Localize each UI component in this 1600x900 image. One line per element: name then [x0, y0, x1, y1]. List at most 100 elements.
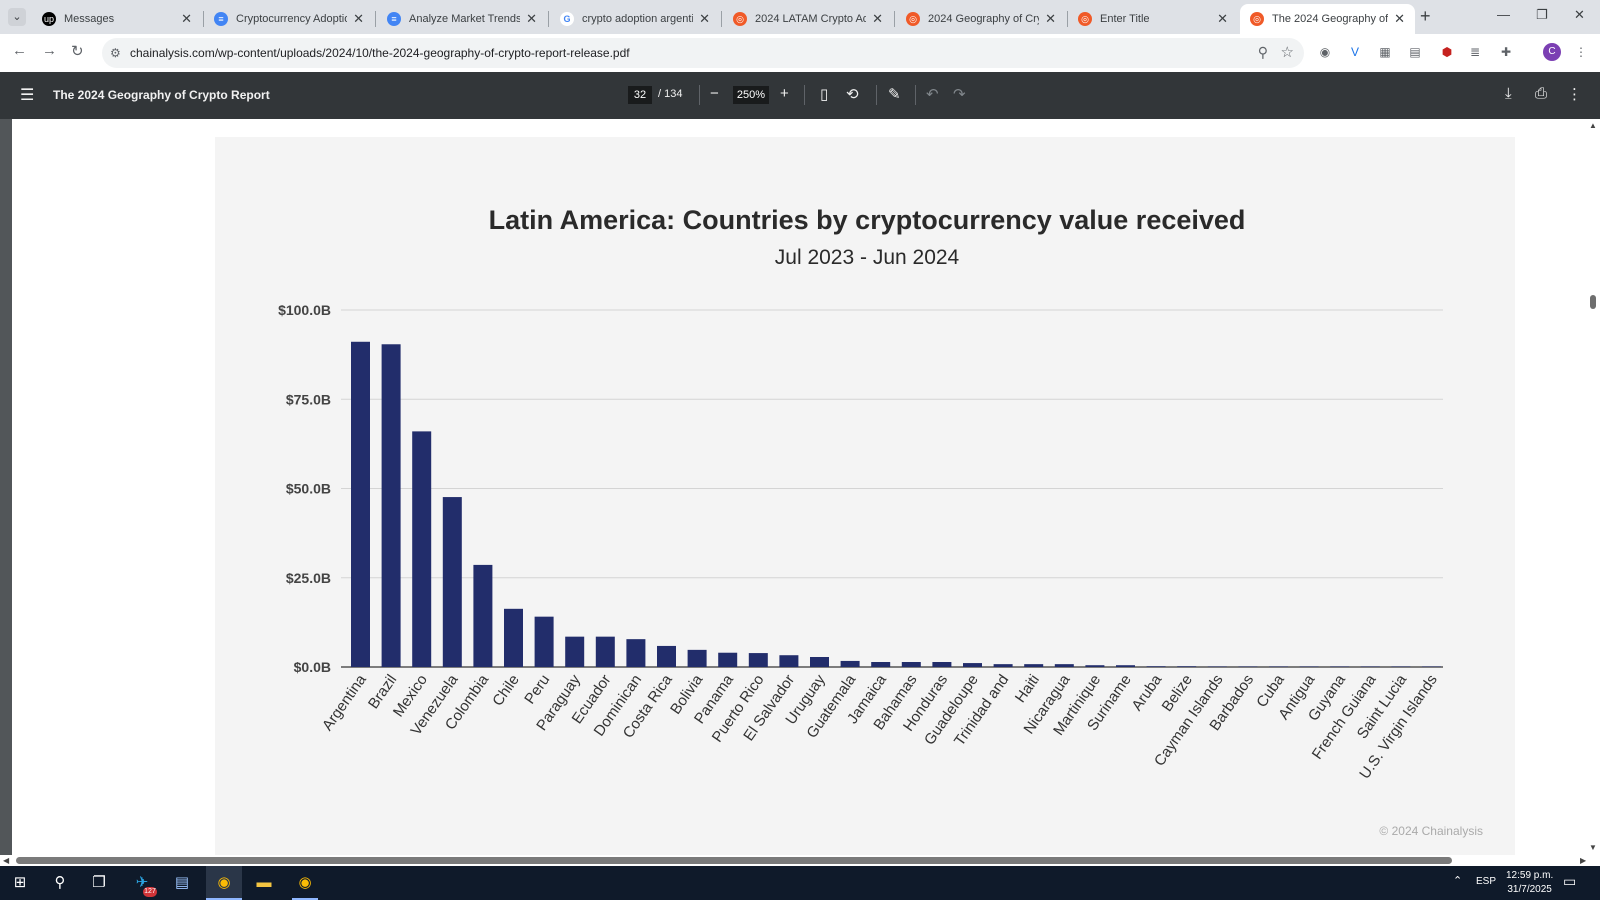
horizontal-scrollbar[interactable]: ◀ ▶	[0, 855, 1600, 866]
bar-el-salvador	[779, 655, 799, 667]
task-view-icon[interactable]: ❐	[92, 874, 106, 891]
notification-center-icon[interactable]: ▭	[1563, 873, 1577, 889]
browser-tab[interactable]: ≡ Cryptocurrency Adoption ✕	[204, 4, 374, 34]
vertical-scroll-thumb[interactable]	[1590, 295, 1596, 309]
extension-stack-icon[interactable]: ≣	[1469, 45, 1481, 59]
windows-taskbar: ⊞ ⚲ ❐ ✈ ▤ ◉ ▬ ◉	[0, 866, 1600, 900]
file-explorer-icon[interactable]: ▬	[256, 874, 272, 891]
tab-title: Analyze Market Trends: To	[409, 13, 521, 25]
url-text[interactable]: chainalysis.com/wp-content/uploads/2024/…	[130, 46, 630, 60]
bar-jamaica	[871, 662, 891, 667]
tab-close-icon[interactable]: ✕	[872, 11, 883, 26]
y-tick-label: $0.0B	[294, 659, 331, 675]
taskbar-search-icon[interactable]: ⚲	[54, 874, 66, 891]
vertical-scrollbar[interactable]: ▲ ▼	[1586, 119, 1600, 855]
browser-tab[interactable]: ◎ The 2024 Geography of C ✕	[1240, 4, 1415, 34]
tab-close-icon[interactable]: ✕	[181, 11, 192, 26]
browser-tab[interactable]: up Messages ✕	[32, 4, 202, 34]
browser-tab[interactable]: ◎ Enter Title ✕	[1068, 4, 1238, 34]
scroll-left-arrow-icon[interactable]: ◀	[3, 856, 10, 865]
bar-peru	[534, 616, 554, 667]
bar-costa-rica	[657, 645, 676, 667]
clock-date: 31/7/2025	[1507, 884, 1552, 895]
redo-icon[interactable]: ↷	[953, 86, 966, 103]
browser-tab[interactable]: ◎ 2024 LATAM Crypto Adop ✕	[723, 4, 893, 34]
extensions-puzzle-icon[interactable]: ✚	[1500, 45, 1512, 59]
pdf-sidebar-menu-icon[interactable]: ☰	[20, 87, 35, 104]
reload-icon[interactable]: ↻	[71, 43, 84, 60]
pdf-toolbar: ☰ The 2024 Geography of Crypto Report 32…	[0, 72, 1600, 119]
tab-separator	[1067, 11, 1068, 27]
chainalysis-icon: ◎	[1078, 12, 1092, 26]
zoom-level-input[interactable]: 250%	[733, 86, 769, 104]
x-tick-label: Chile	[489, 672, 523, 710]
tab-separator	[548, 11, 549, 27]
toolbar-divider	[804, 85, 805, 105]
scroll-down-arrow-icon[interactable]: ▼	[1589, 843, 1597, 852]
windows-start-icon[interactable]: ⊞	[13, 874, 27, 891]
new-tab-plus-icon[interactable]: +	[1420, 6, 1431, 26]
annotate-pen-icon[interactable]: ✎	[888, 86, 901, 103]
notepad-icon[interactable]: ▤	[174, 874, 190, 891]
tab-close-icon[interactable]: ✕	[353, 11, 364, 26]
bar-panama	[718, 652, 738, 667]
bar-barbados	[1238, 666, 1258, 667]
print-icon[interactable]: ⎙	[1535, 85, 1548, 102]
forward-arrow-icon[interactable]: →	[42, 42, 57, 59]
extension-shield-icon[interactable]: ⬢	[1441, 45, 1453, 59]
scroll-right-arrow-icon[interactable]: ▶	[1580, 856, 1587, 865]
tab-close-icon[interactable]: ✕	[1394, 11, 1405, 26]
browser-tab[interactable]: ◎ 2024 Geography of Crypt ✕	[896, 4, 1066, 34]
download-icon[interactable]: ⤓	[1505, 85, 1512, 102]
address-bar[interactable]: ⚙ chainalysis.com/wp-content/uploads/202…	[102, 38, 1304, 68]
undo-icon[interactable]: ↶	[926, 86, 939, 103]
extension-reader-icon[interactable]: ▤	[1409, 45, 1421, 59]
tab-title: crypto adoption argentin	[582, 13, 694, 25]
restore-icon[interactable]: ❐	[1536, 7, 1548, 22]
fit-page-icon[interactable]: ▯	[820, 86, 829, 103]
scroll-up-arrow-icon[interactable]: ▲	[1589, 121, 1597, 130]
tab-close-icon[interactable]: ✕	[526, 11, 537, 26]
telegram-icon[interactable]: ✈	[135, 874, 149, 891]
tab-title: The 2024 Geography of C	[1272, 13, 1389, 25]
bookmark-star-icon[interactable]: ☆	[1280, 44, 1294, 61]
system-clock[interactable]: 12:59 p.m. 31/7/2025	[1506, 869, 1553, 897]
zoom-magnifier-icon[interactable]: ⚲	[1257, 44, 1268, 60]
profile-avatar[interactable]: C	[1543, 43, 1561, 61]
pdf-page: Latin America: Countries by cryptocurren…	[12, 119, 1586, 855]
clock-time: 12:59 p.m.	[1506, 870, 1554, 881]
tray-overflow-chevron-icon[interactable]: ⌃	[1453, 875, 1463, 887]
rotate-icon[interactable]: ⟲	[846, 86, 859, 103]
zoom-in-icon[interactable]: +	[780, 85, 789, 102]
extension-v-icon[interactable]: V	[1350, 45, 1359, 59]
chrome-icon[interactable]: ◉	[217, 874, 231, 891]
chainalysis-icon: ◎	[1250, 12, 1264, 26]
page-number-input[interactable]: 32	[628, 86, 652, 104]
browser-menu-icon[interactable]: ⋮	[1575, 45, 1587, 59]
tab-close-icon[interactable]: ✕	[1217, 11, 1228, 26]
extension-calendar-icon[interactable]: ▦	[1379, 45, 1391, 59]
zoom-out-icon[interactable]: −	[710, 85, 719, 102]
input-language[interactable]: ESP	[1476, 876, 1497, 887]
tab-separator	[894, 11, 895, 27]
close-window-icon[interactable]: ✕	[1574, 7, 1585, 22]
back-arrow-icon[interactable]: ←	[12, 42, 27, 59]
upwork-icon: up	[42, 12, 56, 26]
bar-argentina	[351, 341, 370, 667]
site-info-icon[interactable]: ⚙	[110, 46, 121, 60]
bar-martinique	[1085, 665, 1105, 667]
bar-ecuador	[595, 636, 615, 667]
tab-search-chevron-icon[interactable]: ⌄	[8, 8, 26, 26]
horizontal-scroll-thumb[interactable]	[16, 857, 1452, 864]
chrome-profile-icon[interactable]: ◉	[298, 874, 312, 891]
page-total: / 134	[658, 88, 683, 100]
pdf-more-menu-icon[interactable]: ⋮	[1567, 86, 1582, 103]
tab-close-icon[interactable]: ✕	[1045, 11, 1056, 26]
pdf-viewer: Latin America: Countries by cryptocurren…	[0, 119, 1600, 855]
browser-tab[interactable]: ≡ Analyze Market Trends: To ✕	[377, 4, 547, 34]
minimize-icon[interactable]: —	[1497, 7, 1510, 22]
tab-title: 2024 Geography of Crypt	[928, 13, 1039, 25]
tab-close-icon[interactable]: ✕	[699, 11, 710, 26]
extension-circle-icon[interactable]: ◉	[1319, 45, 1331, 59]
